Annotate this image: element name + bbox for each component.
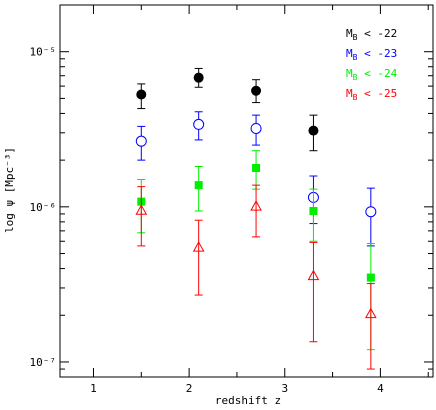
x-axis-label: redshift z — [215, 394, 281, 407]
data-point — [194, 181, 203, 190]
y-tick-label: 10⁻⁶ — [30, 201, 57, 214]
x-tick-label: 2 — [186, 382, 193, 395]
data-point — [136, 89, 147, 100]
data-point — [135, 135, 147, 147]
data-point — [365, 206, 377, 218]
y-tick-label: 10⁻⁵ — [30, 46, 57, 59]
data-point — [309, 207, 318, 216]
data-point — [192, 241, 205, 252]
data-point — [250, 200, 262, 211]
data-point — [307, 269, 320, 281]
x-tick-label: 1 — [90, 382, 97, 395]
x-tick-label: 3 — [281, 382, 288, 395]
data-point — [135, 204, 148, 215]
data-point — [366, 273, 375, 282]
y-tick-label: 10⁻⁷ — [30, 356, 57, 369]
series-2 — [135, 111, 377, 247]
data-point — [250, 122, 262, 134]
data-point — [252, 163, 261, 172]
x-tick-label: 4 — [377, 382, 384, 395]
data-point — [193, 72, 204, 83]
plot-frame — [59, 4, 434, 378]
series-3 — [137, 150, 375, 351]
legend-entry: MB < -23 — [346, 47, 397, 62]
axis-ticks: 1 2 3 4 10⁻⁷ 10⁻⁶ 10⁻⁵ — [30, 4, 433, 395]
series-layer — [135, 67, 377, 370]
data-point — [193, 118, 205, 130]
data-point — [364, 307, 377, 319]
y-axis-label: log ψ [Mpc⁻³] — [3, 147, 16, 233]
legend-entry: MB < -25 — [346, 87, 397, 102]
legend: MB < -22 MB < -23 MB < -24 MB < -25 — [346, 27, 398, 102]
series-4 — [135, 184, 377, 370]
legend-entry: MB < -22 — [346, 27, 397, 42]
legend-entry: MB < -24 — [346, 67, 398, 82]
data-point — [308, 125, 319, 136]
data-point — [251, 85, 262, 96]
series-1 — [136, 67, 319, 152]
